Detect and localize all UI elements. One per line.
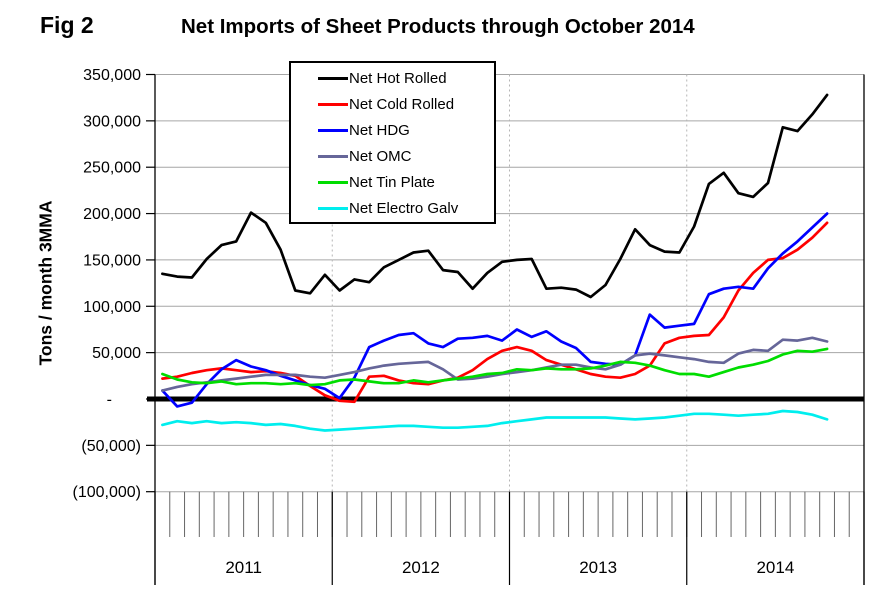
- y-tick-label: 350,000: [83, 67, 141, 84]
- series-line-net-omc: [161, 336, 829, 392]
- legend-swatch-net-omc: [318, 154, 348, 158]
- legend-label-net-tin-plate: Net Tin Plate: [349, 173, 435, 191]
- legend-label-net-hdg: Net HDG: [349, 121, 410, 139]
- month-ticks: [169, 491, 850, 537]
- y-tick-label: (100,000): [73, 484, 142, 501]
- series-line-net-tin-plate: [161, 347, 829, 387]
- series-line-net-electro-galv: [161, 409, 829, 432]
- year-label-2011: 2011: [225, 558, 262, 577]
- legend-label-net-hot-rolled: Net Hot Rolled: [349, 69, 447, 87]
- legend-item-net-omc: Net OMC: [318, 143, 494, 169]
- legend-item-net-hdg: Net HDG: [318, 117, 494, 143]
- fig-label: Fig 2: [40, 12, 94, 38]
- legend-swatch-net-electro-galv: [318, 206, 348, 210]
- y-tick-label: 200,000: [83, 206, 141, 223]
- y-tick-label: 50,000: [92, 345, 141, 362]
- legend-swatch-net-hdg: [318, 128, 348, 132]
- y-tick-label: 300,000: [83, 113, 141, 130]
- y-tick-label: 150,000: [83, 252, 141, 269]
- y-tick-label: 250,000: [83, 160, 141, 177]
- y-tick-labels: 350,000 300,000 250,000 200,000 150,000 100,0…: [73, 67, 142, 501]
- legend-item-net-electro-galv: Net Electro Galv: [318, 195, 494, 221]
- y-tick-label: 100,000: [83, 299, 141, 316]
- legend-label-net-cold-rolled: Net Cold Rolled: [349, 95, 455, 113]
- series-line-net-hdg: [161, 212, 829, 408]
- legend-item-net-hot-rolled: Net Hot Rolled: [318, 65, 494, 91]
- y-tick-label: -: [107, 391, 112, 408]
- legend-label-net-omc: Net OMC: [349, 147, 412, 165]
- legend-label-net-electro-galv: Net Electro Galv: [349, 199, 459, 217]
- year-labels: 2011 2012 2013 2014: [225, 558, 794, 577]
- chart-title: Net Imports of Sheet Products through Oc…: [181, 15, 695, 38]
- y-axis-ticks: [146, 73, 155, 493]
- year-label-2013: 2013: [579, 558, 617, 577]
- legend-item-net-tin-plate: Net Tin Plate: [318, 169, 494, 195]
- legend-swatch-net-hot-rolled: [318, 76, 348, 80]
- legend-swatch-net-cold-rolled: [318, 102, 348, 106]
- legend-item-net-cold-rolled: Net Cold Rolled: [318, 91, 494, 117]
- y-tick-label: (50,000): [81, 438, 141, 455]
- year-label-2014: 2014: [756, 558, 794, 577]
- series-line-net-hot-rolled: [161, 93, 829, 299]
- legend-swatch-net-tin-plate: [318, 180, 348, 184]
- legend: Net Hot Rolled Net Cold Rolled Net HDG Net …: [289, 61, 496, 224]
- year-label-2012: 2012: [402, 558, 440, 577]
